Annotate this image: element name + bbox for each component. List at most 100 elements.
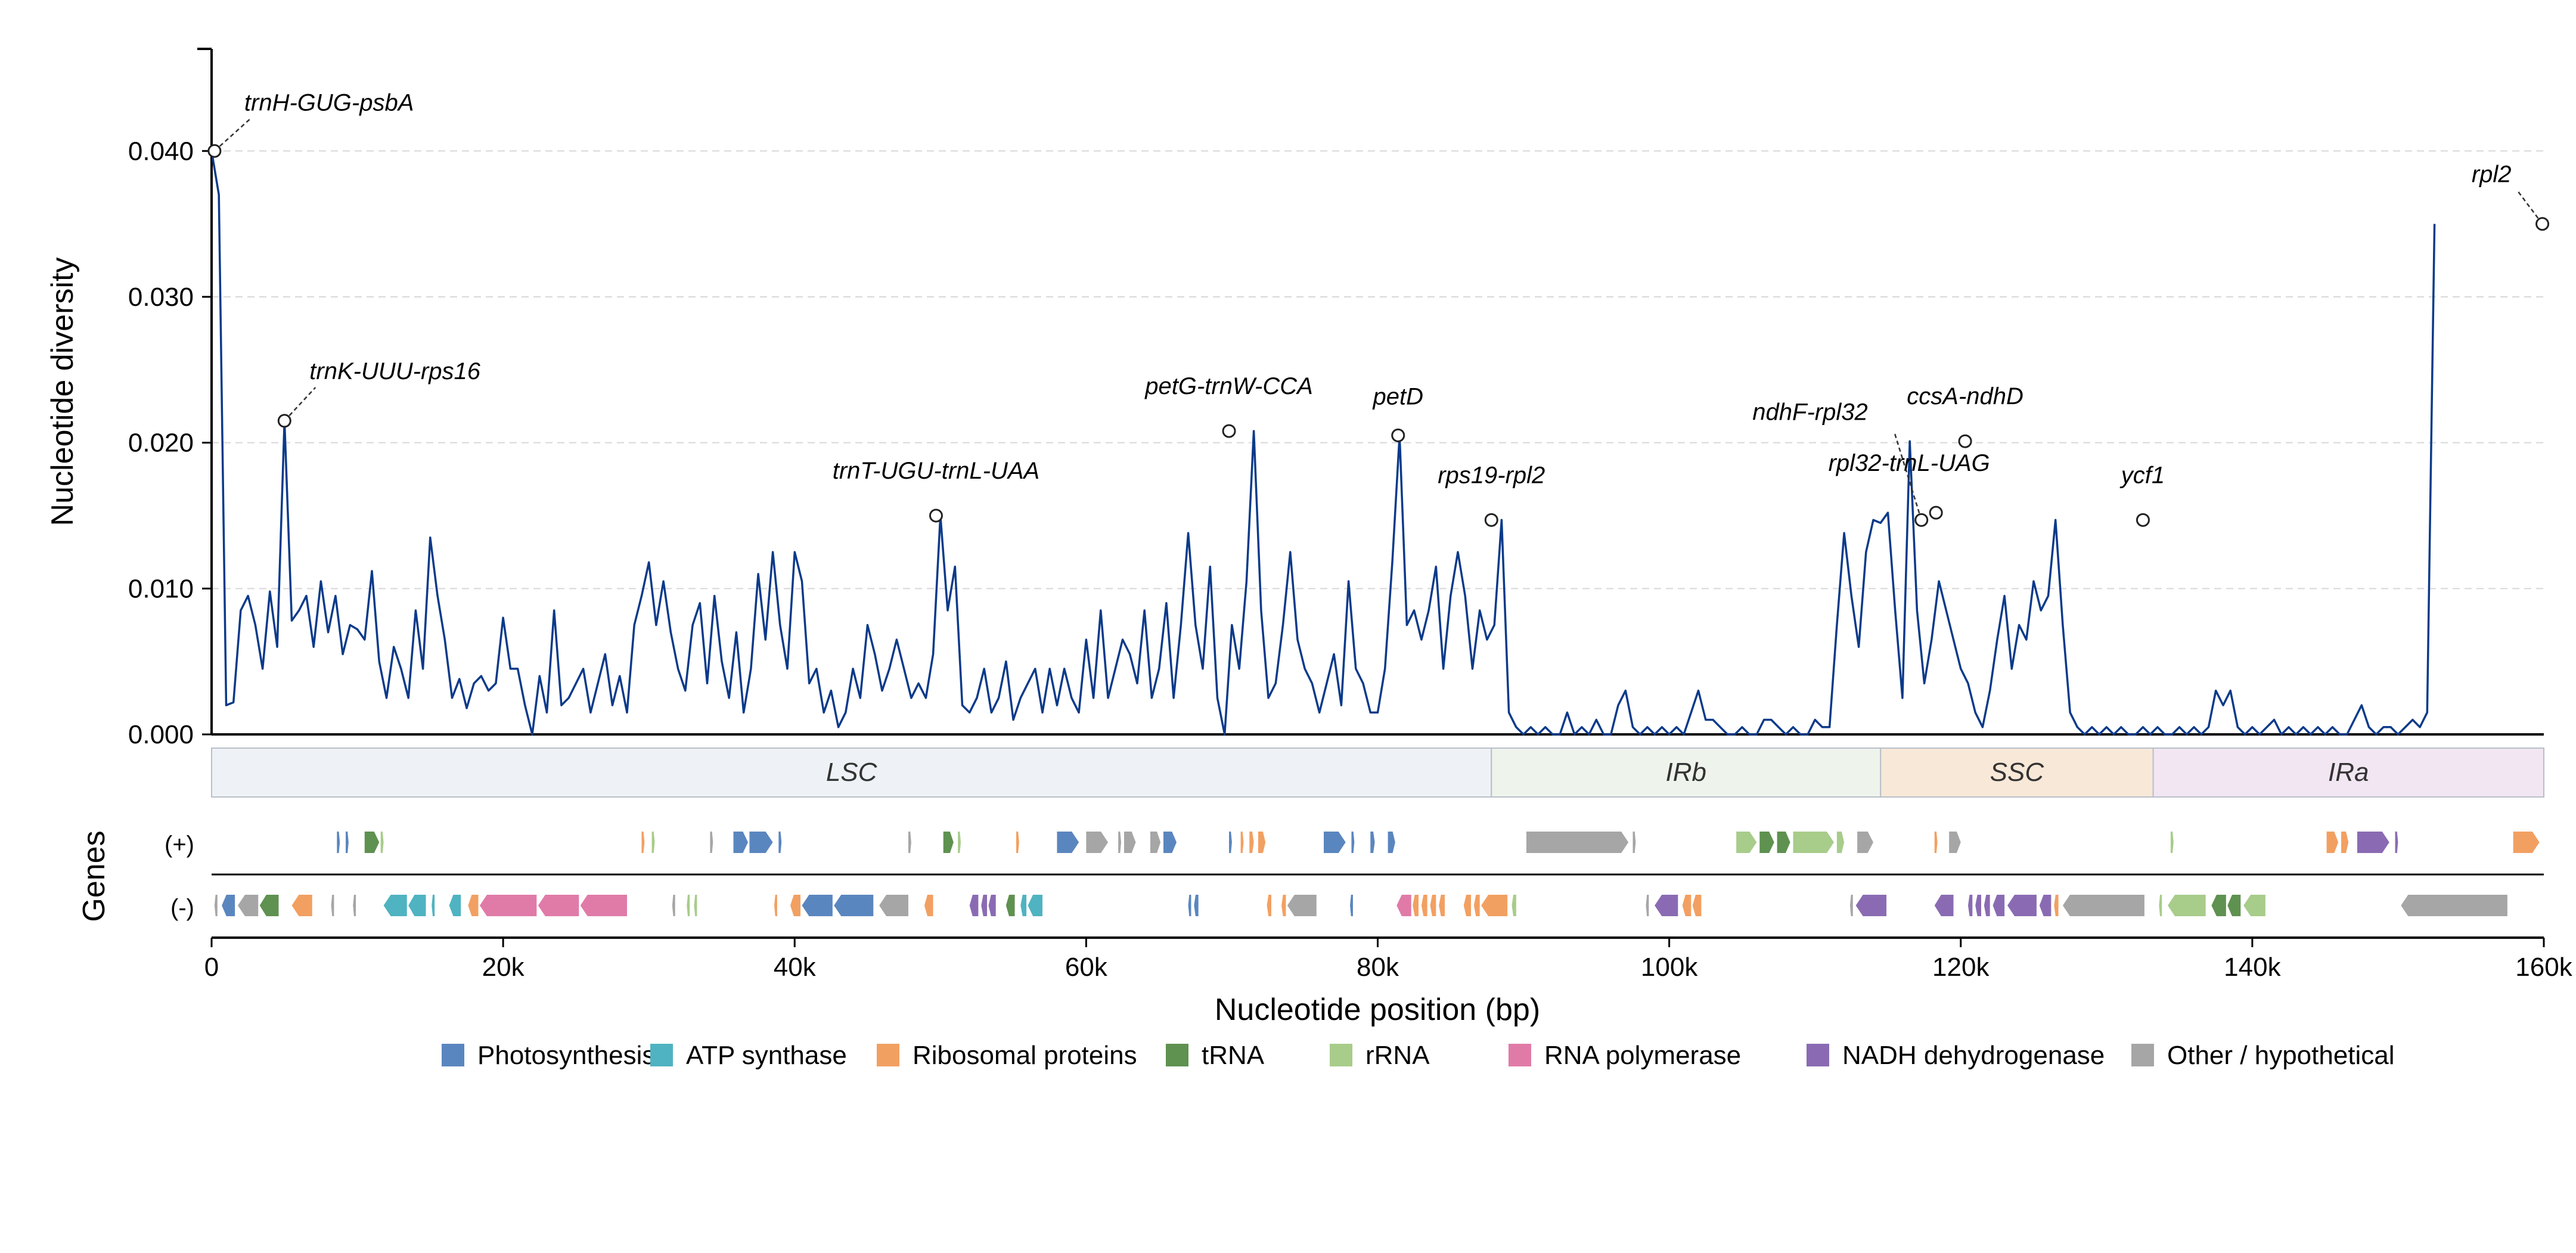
gene-plus [958, 832, 961, 853]
gene-plus [2395, 832, 2398, 853]
gene-minus [1934, 895, 1954, 916]
gene-minus [580, 895, 628, 916]
strand-label-plus: (+) [165, 832, 194, 858]
gene-minus [1281, 895, 1286, 916]
peak-marker [1484, 513, 1498, 527]
gene-minus [331, 895, 334, 916]
gene-plus [1949, 832, 1961, 853]
gene-minus [1396, 895, 1411, 916]
region-lsc [211, 748, 1492, 798]
legend-swatch [2131, 1044, 2154, 1066]
gene-minus [383, 895, 407, 916]
gene-minus [774, 895, 777, 916]
legend-entry: Other / hypothetical [2167, 1041, 2395, 1070]
gene-plus [1249, 832, 1254, 853]
peak-marker [2535, 217, 2550, 231]
gene-minus [1655, 895, 1678, 916]
gene-plus [1240, 832, 1244, 853]
x-tick-label: 160k [2515, 953, 2572, 982]
peak-marker [207, 144, 222, 158]
peak-marker [929, 508, 943, 523]
gene-plus [641, 832, 645, 853]
x-tick-label: 120k [1932, 953, 1990, 982]
legend-swatch [650, 1044, 673, 1066]
gene-plus [1229, 832, 1232, 853]
gene-minus [2159, 895, 2162, 916]
gene-plus [733, 832, 748, 853]
gene-minus [538, 895, 579, 916]
gene-plus [1163, 832, 1177, 853]
gene-minus [1473, 895, 1480, 916]
genes-axis-title: Genes [77, 830, 111, 922]
gene-minus [1984, 895, 1990, 916]
gene-minus [1967, 895, 1973, 916]
gene-plus [1086, 832, 1109, 853]
gene-minus [879, 895, 909, 916]
peak-marker [1222, 424, 1236, 438]
gene-minus [790, 895, 801, 916]
annotation-label: ndhF-rpl32 [1752, 399, 1867, 425]
y-tick-label: 0.040 [128, 137, 194, 166]
gene-minus [468, 895, 479, 916]
gene-minus [2168, 895, 2206, 916]
gene-minus [1421, 895, 1427, 916]
gene-plus [1836, 832, 1845, 853]
gene-minus [802, 895, 833, 916]
legend-swatch [1807, 1044, 1829, 1066]
annotation-label: rpl2 [2472, 162, 2512, 188]
x-ticks: 0 20k 40k 60k 80k 100k 120k 140k 160k [204, 938, 2573, 982]
region-label-irb: IRb [1666, 758, 1706, 787]
gene-minus [1005, 895, 1015, 916]
gene-plus [908, 832, 911, 853]
gene-plus [1351, 832, 1355, 853]
x-tick-label: 140k [2224, 953, 2281, 982]
peak-marker [1391, 428, 1405, 442]
region-ira [2152, 748, 2544, 798]
annotation-label: rps19-rpl2 [1438, 462, 1545, 488]
gene-minus [1430, 895, 1436, 916]
y-tick-label: 0.030 [128, 283, 194, 312]
x-tick-label: 40k [774, 953, 817, 982]
legend-swatch [442, 1044, 464, 1066]
gene-minus [1849, 895, 1853, 916]
gene-minus [1481, 895, 1508, 916]
region-label-ssc: SSC [1990, 758, 2045, 787]
gene-minus [969, 895, 979, 916]
gene-plus [1118, 832, 1122, 853]
annotation-label: ycf1 [2119, 462, 2165, 488]
gene-minus [1692, 895, 1702, 916]
gene-plus [337, 832, 340, 853]
gene-minus [1463, 895, 1472, 916]
y-axis-title: Nucleotide diversity [45, 258, 80, 526]
gene-minus [2243, 895, 2265, 916]
region-label-lsc: LSC [826, 758, 878, 787]
y-tick-label: 0.010 [128, 574, 194, 603]
gene-plus [1016, 832, 1019, 853]
gene-minus [432, 895, 435, 916]
gene-plus [710, 832, 713, 853]
region-ssc [1880, 748, 2154, 798]
peak-annotations: trnH-GUG-psbA trnK-UUU-rps16 trnT-UGU-trnL… [207, 89, 2550, 527]
gene-plus [1123, 832, 1136, 853]
annotation-label: rpl32-trnL-UAG [1829, 450, 1990, 476]
gene-minus [479, 895, 537, 916]
gene-plus [1777, 832, 1790, 853]
gene-plus [2513, 832, 2540, 853]
gene-minus [214, 895, 218, 916]
gene-minus [259, 895, 279, 916]
gene-minus [1992, 895, 2005, 916]
gene-plus [1324, 832, 1346, 853]
x-axis-title: Nucleotide position (bp) [1215, 993, 1540, 1027]
legend-entry: Ribosomal proteins [913, 1041, 1137, 1070]
gene-minus [1267, 895, 1271, 916]
x-tick-label: 20k [482, 953, 525, 982]
gene-minus [1512, 895, 1516, 916]
gene-plus [1857, 832, 1874, 853]
annotation-label: trnH-GUG-psbA [244, 89, 414, 116]
gene-plus [1632, 832, 1636, 853]
x-tick-label: 60k [1065, 953, 1108, 982]
gene-plus [1258, 832, 1266, 853]
legend-swatch [1166, 1044, 1188, 1066]
gene-minus [1646, 895, 1649, 916]
